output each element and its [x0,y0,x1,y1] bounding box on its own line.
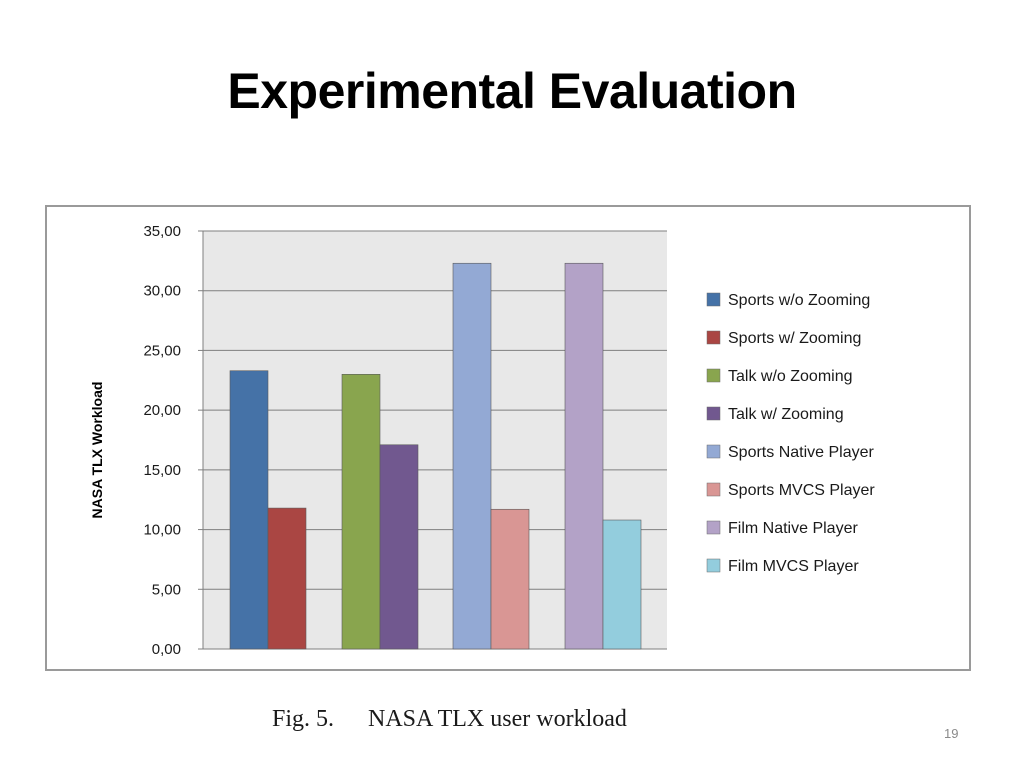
legend-swatch [706,330,721,345]
figure-caption-text: NASA TLX user workload [368,706,627,732]
legend-swatch [706,520,721,535]
y-axis-label: NASA TLX Workload [89,382,105,519]
bar-film-mvcs-player [602,519,642,650]
y-tick-label: 20,00 [143,402,181,419]
legend-label: Film Native Player [728,520,858,537]
legend-swatch [706,406,721,421]
figure-caption: Fig. 5. NASA TLX user workload [272,706,627,733]
bar-film-native-player [564,262,604,650]
legend-swatch [706,444,721,459]
y-tick-label: 25,00 [143,342,181,359]
bar-sports-w-o-zooming [229,370,269,650]
figure-number: Fig. 5. [272,706,335,732]
y-tick-label: 10,00 [143,522,181,539]
y-tick-label: 15,00 [143,462,181,479]
page-number: 19 [944,726,959,741]
y-tick-label: 5,00 [152,581,181,598]
bar-sports-mvcs-player [490,508,530,650]
legend-swatch [706,558,721,573]
legend-label: Sports MVCS Player [728,482,875,499]
y-tick-label: 35,00 [143,223,181,240]
chart-frame: 0,00 5,00 10,00 15,00 20,00 25,00 30,00 35,00 NA… [45,205,971,671]
legend-label: Sports w/ Zooming [728,330,861,347]
legend-label: Sports Native Player [728,444,875,461]
legend-label: Sports w/o Zooming [728,292,870,309]
bar-sports-native-player [452,262,492,650]
legend-swatch [706,292,721,307]
legend-label: Talk w/ Zooming [728,406,844,423]
legend-label: Film MVCS Player [728,558,859,575]
bar-talk-w-zooming [379,444,419,650]
legend-swatch [706,368,721,383]
slide-title: Experimental Evaluation [227,63,797,119]
y-tick-label: 30,00 [143,283,181,300]
bar-chart: 0,00 5,00 10,00 15,00 20,00 25,00 30,00 35,00 NA… [89,223,875,658]
bar-talk-w-o-zooming [341,374,381,650]
y-tick-label: 0,00 [152,641,181,658]
legend-swatch [706,482,721,497]
legend-label: Talk w/o Zooming [728,368,853,385]
bar-sports-w-zooming [267,507,307,650]
